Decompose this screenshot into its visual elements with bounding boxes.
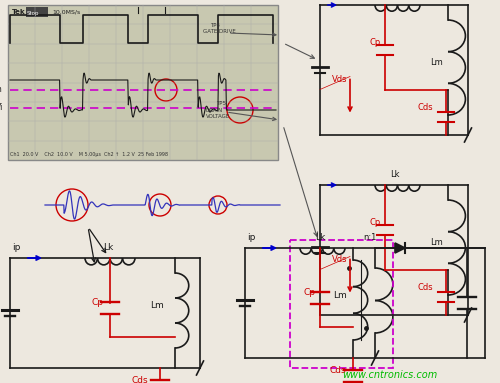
Text: Vds: Vds [332, 75, 347, 83]
Text: Vi+Vo*n: Vi+Vo*n [0, 85, 3, 95]
Text: ip: ip [12, 243, 20, 252]
Text: Vds: Vds [332, 254, 347, 264]
Text: Ch1  20.0 V    Ch2  10.0 V    M 5.00μs  Ch2 ↑  1.2 V  25 Feb 1998: Ch1 20.0 V Ch2 10.0 V M 5.00μs Ch2 ↑ 1.2… [10, 152, 168, 157]
Text: DRAIN: DRAIN [206, 108, 223, 113]
Text: Lm: Lm [333, 291, 347, 300]
Text: n:1: n:1 [363, 233, 376, 242]
Text: Lk: Lk [315, 233, 325, 242]
Text: Cds: Cds [418, 283, 434, 292]
Text: Cp: Cp [370, 218, 382, 227]
Text: VOLTAGE: VOLTAGE [206, 114, 230, 119]
Text: Lk: Lk [103, 243, 113, 252]
Text: Cp: Cp [303, 288, 315, 297]
Text: www.cntronics.com: www.cntronics.com [342, 370, 438, 380]
Text: TP4: TP4 [210, 23, 220, 28]
Text: GATE DRIVE: GATE DRIVE [203, 29, 236, 34]
Text: Lm: Lm [430, 58, 443, 67]
Text: Cds: Cds [418, 103, 434, 112]
Bar [26, 7, 48, 17]
Bar [8, 5, 278, 160]
Text: Lm: Lm [430, 238, 443, 247]
Text: Cds: Cds [330, 366, 346, 375]
Text: Cp: Cp [370, 38, 382, 47]
Text: TP5: TP5 [216, 101, 226, 106]
Text: ip: ip [247, 233, 256, 242]
Bar [290, 240, 393, 368]
Text: Tek: Tek [12, 9, 26, 15]
Text: 10.0MS/s: 10.0MS/s [52, 10, 80, 15]
Text: Stop: Stop [27, 10, 40, 15]
Text: Cp: Cp [92, 298, 104, 307]
Text: Lk: Lk [390, 170, 400, 179]
Text: Lm: Lm [150, 301, 164, 310]
Text: Vi: Vi [0, 103, 3, 113]
Text: Cds: Cds [132, 376, 148, 383]
Polygon shape [395, 243, 405, 253]
